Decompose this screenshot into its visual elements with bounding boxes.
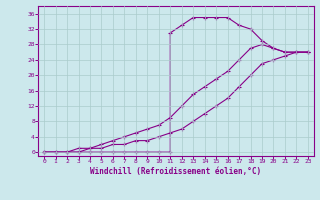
- X-axis label: Windchill (Refroidissement éolien,°C): Windchill (Refroidissement éolien,°C): [91, 167, 261, 176]
